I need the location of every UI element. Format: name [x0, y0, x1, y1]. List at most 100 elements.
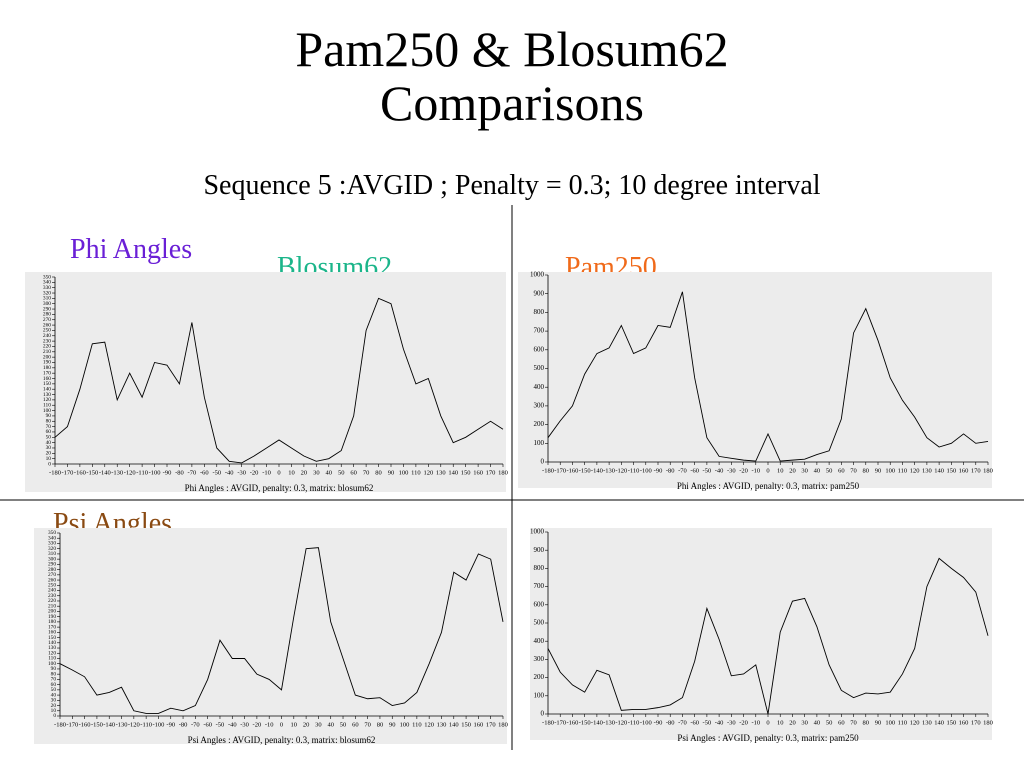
chart-panel [25, 272, 506, 492]
x-tick-label: -50 [212, 469, 221, 476]
x-tick-label: -180 [542, 467, 554, 474]
y-tick-label: 100 [48, 661, 56, 667]
y-tick-label: 300 [48, 556, 56, 562]
x-tick-label: -160 [74, 469, 86, 476]
slide-subtitle: Sequence 5 :AVGID ; Penalty = 0.3; 10 de… [203, 170, 821, 201]
y-tick-label: 60 [51, 682, 57, 688]
y-tick-label: 20 [46, 451, 52, 457]
x-tick-label: -50 [703, 467, 712, 474]
x-tick-label: 50 [340, 721, 347, 728]
x-tick-label: 10 [291, 721, 298, 728]
row-label: Phi Angles [70, 234, 192, 265]
y-tick-label: 500 [534, 364, 545, 372]
x-tick-label: -160 [566, 719, 578, 726]
data-line [59, 547, 504, 714]
y-tick-label: 290 [48, 562, 56, 568]
x-tick-label: 10 [777, 719, 784, 726]
y-tick-label: 140 [48, 640, 56, 646]
x-tick-label: 130 [436, 469, 446, 476]
x-tick-label: 30 [315, 721, 322, 728]
x-tick-label: -140 [591, 719, 603, 726]
x-tick-label: -150 [579, 467, 591, 474]
x-axis-label: Psi Angles : AVGID, penalty: 0.3, matrix… [188, 735, 376, 745]
x-tick-label: -10 [265, 721, 274, 728]
x-tick-label: -30 [240, 721, 249, 728]
y-tick-label: 270 [48, 572, 56, 578]
y-tick-label: 0 [541, 458, 545, 466]
x-tick-label: 90 [389, 721, 396, 728]
x-tick-label: -100 [149, 469, 161, 476]
x-tick-label: -90 [163, 469, 172, 476]
y-tick-label: 90 [51, 666, 57, 672]
x-tick-label: 70 [364, 721, 371, 728]
x-tick-label: 180 [983, 467, 993, 474]
x-tick-label: 60 [838, 719, 845, 726]
x-tick-label: -150 [579, 719, 591, 726]
x-tick-label: -40 [225, 469, 234, 476]
x-tick-label: -150 [86, 469, 98, 476]
x-tick-label: -100 [152, 721, 164, 728]
x-tick-label: 100 [399, 469, 409, 476]
y-tick-label: 10 [46, 456, 52, 462]
x-tick-label: -60 [203, 721, 212, 728]
x-tick-label: 110 [411, 469, 421, 476]
y-tick-label: 600 [534, 600, 545, 608]
x-tick-label: -20 [739, 467, 748, 474]
x-tick-label: 0 [277, 469, 280, 476]
y-tick-label: 70 [51, 677, 57, 683]
x-tick-label: 40 [326, 469, 333, 476]
y-tick-label: 80 [51, 671, 57, 677]
y-tick-label: 250 [43, 328, 51, 334]
x-tick-label: 140 [934, 467, 944, 474]
x-tick-label: 60 [350, 469, 357, 476]
y-tick-label: 0 [53, 713, 56, 719]
x-tick-label: -130 [603, 719, 615, 726]
x-tick-label: -20 [739, 719, 748, 726]
x-tick-label: -110 [628, 467, 640, 474]
y-tick-label: 300 [43, 301, 51, 307]
x-tick-label: -170 [61, 469, 73, 476]
chart-panel [34, 528, 507, 744]
x-tick-label: 150 [946, 719, 956, 726]
y-tick-label: 30 [51, 698, 57, 704]
x-tick-label: -120 [128, 721, 140, 728]
x-tick-label: 110 [412, 721, 422, 728]
y-tick-label: 320 [48, 546, 56, 552]
y-tick-label: 190 [43, 360, 51, 366]
x-tick-label: 120 [424, 721, 434, 728]
x-tick-label: 150 [461, 721, 471, 728]
x-axis-label: Psi Angles : AVGID, penalty: 0.3, matrix… [677, 733, 859, 743]
x-tick-label: 130 [437, 721, 447, 728]
x-tick-label: 180 [498, 469, 508, 476]
x-tick-label: -70 [678, 719, 687, 726]
x-tick-label: -90 [166, 721, 175, 728]
x-tick-label: 80 [863, 467, 870, 474]
x-tick-label: -110 [140, 721, 152, 728]
x-tick-label: 110 [898, 719, 908, 726]
y-tick-label: 330 [43, 285, 51, 291]
y-tick-label: 150 [48, 635, 56, 641]
x-tick-label: 100 [885, 467, 895, 474]
y-tick-label: 50 [51, 687, 57, 693]
x-tick-label: 180 [498, 721, 508, 728]
y-tick-label: 30 [46, 445, 52, 451]
x-tick-label: -50 [216, 721, 225, 728]
y-tick-label: 230 [43, 338, 51, 344]
x-tick-label: -130 [116, 721, 128, 728]
y-tick-label: 340 [48, 535, 56, 541]
x-tick-label: 20 [303, 721, 310, 728]
y-tick-label: 350 [48, 530, 56, 536]
x-tick-label: 160 [959, 467, 969, 474]
x-tick-label: 80 [377, 721, 384, 728]
y-tick-label: 210 [43, 349, 51, 355]
y-tick-label: 400 [534, 383, 545, 391]
y-tick-label: 70 [46, 424, 52, 430]
x-tick-label: 90 [388, 469, 395, 476]
data-line [547, 557, 989, 715]
x-tick-label: -30 [727, 719, 736, 726]
x-tick-label: 160 [474, 721, 484, 728]
chart-panel [518, 272, 992, 488]
y-tick-label: 290 [43, 306, 51, 312]
